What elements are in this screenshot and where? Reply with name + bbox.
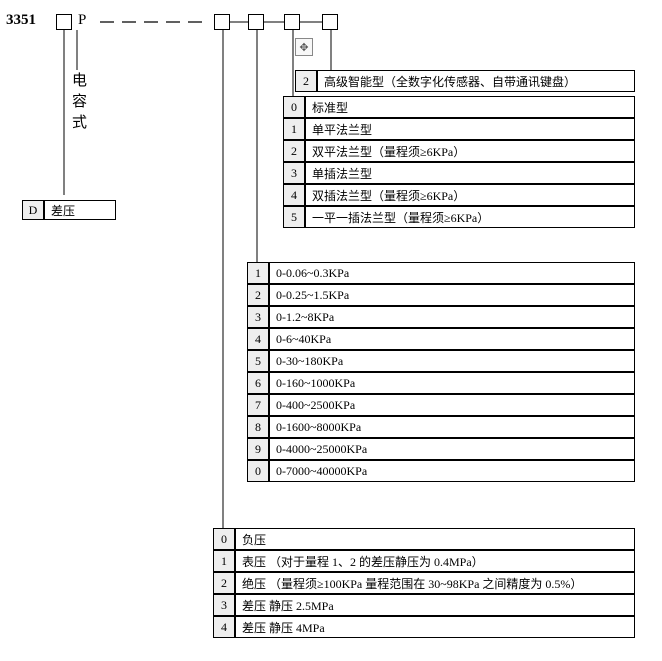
- slot-3: [248, 14, 264, 30]
- option-label: 差压 静压 2.5MPa: [235, 594, 635, 616]
- option-label: 0-0.25~1.5KPa: [269, 284, 635, 306]
- option-label: 0-7000~40000KPa: [269, 460, 635, 482]
- option-label: 高级智能型（全数字化传感器、自带通讯键盘）: [317, 70, 635, 92]
- slot-5: [322, 14, 338, 30]
- option-label: 标准型: [305, 96, 635, 118]
- option-label: 差压 静压 4MPa: [235, 616, 635, 638]
- move-handle-icon: ✥: [295, 38, 313, 56]
- option-code: 0: [247, 460, 269, 482]
- option-code: 1: [283, 118, 305, 140]
- option-code: 5: [247, 350, 269, 372]
- slot-4: [284, 14, 300, 30]
- option-label: 双插法兰型（量程须≥6KPa）: [305, 184, 635, 206]
- option-code: 8: [247, 416, 269, 438]
- d-label: 差压: [44, 200, 116, 220]
- capacitive-label: 电容式: [68, 72, 89, 135]
- model-number: 3351: [6, 12, 36, 29]
- option-label: 0-1600~8000KPa: [269, 416, 635, 438]
- option-code: 3: [283, 162, 305, 184]
- option-label: 0-4000~25000KPa: [269, 438, 635, 460]
- option-code: 6: [247, 372, 269, 394]
- option-code: 3: [213, 594, 235, 616]
- option-code: 1: [247, 262, 269, 284]
- option-code: 2: [295, 70, 317, 92]
- option-code: 3: [247, 306, 269, 328]
- option-label: 0-160~1000KPa: [269, 372, 635, 394]
- option-code: 0: [283, 96, 305, 118]
- option-label: 单平法兰型: [305, 118, 635, 140]
- option-label: 0-1.2~8KPa: [269, 306, 635, 328]
- option-code: 5: [283, 206, 305, 228]
- option-code: 4: [283, 184, 305, 206]
- option-label: 双平法兰型（量程须≥6KPa）: [305, 140, 635, 162]
- option-label: 负压: [235, 528, 635, 550]
- option-label: 0-0.06~0.3KPa: [269, 262, 635, 284]
- option-code: 2: [247, 284, 269, 306]
- option-label: 0-6~40KPa: [269, 328, 635, 350]
- option-label: 0-30~180KPa: [269, 350, 635, 372]
- option-label: 0-400~2500KPa: [269, 394, 635, 416]
- d-code: D: [22, 200, 44, 220]
- option-label: 一平一插法兰型（量程须≥6KPa）: [305, 206, 635, 228]
- slot-1: [56, 14, 72, 30]
- option-code: 4: [213, 616, 235, 638]
- option-code: 1: [213, 550, 235, 572]
- option-code: 4: [247, 328, 269, 350]
- option-label: 表压 （对于量程 1、2 的差压静压为 0.4MPa）: [235, 550, 635, 572]
- option-label: 绝压 （量程须≥100KPa 量程范围在 30~98KPa 之间精度为 0.5%…: [235, 572, 635, 594]
- option-code: 0: [213, 528, 235, 550]
- option-code: 7: [247, 394, 269, 416]
- p-label: P: [78, 12, 86, 29]
- option-code: 2: [283, 140, 305, 162]
- slot-2: [214, 14, 230, 30]
- option-code: 9: [247, 438, 269, 460]
- option-code: 2: [213, 572, 235, 594]
- option-label: 单插法兰型: [305, 162, 635, 184]
